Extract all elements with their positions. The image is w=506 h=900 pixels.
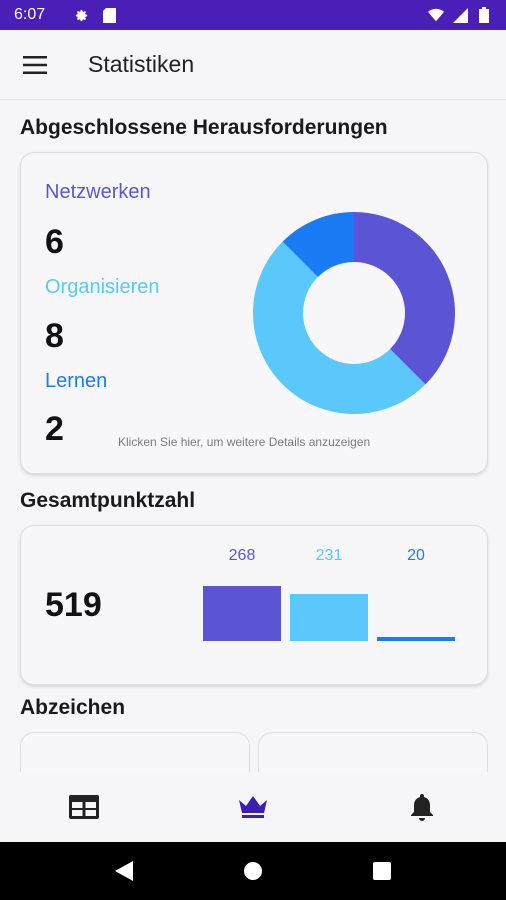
- wifi-icon: [428, 7, 444, 23]
- signal-icon: [452, 7, 468, 23]
- badges-section-title: Abzeichen: [20, 696, 125, 720]
- app-bar: Statistiken: [0, 30, 506, 100]
- total-score: 519: [45, 586, 102, 625]
- category-value-lernen: 2: [45, 410, 64, 449]
- status-time: 6:07: [14, 6, 45, 24]
- score-bar-organisieren: [290, 594, 368, 641]
- content-scroll[interactable]: Abgeschlossene Herausforderungen Netzwer…: [0, 100, 506, 772]
- challenges-donut-chart[interactable]: [252, 211, 456, 415]
- category-label-lernen: Lernen: [45, 370, 107, 393]
- system-navigation-bar: [0, 842, 506, 900]
- challenges-section-title: Abgeschlossene Herausforderungen: [20, 116, 388, 140]
- score-bar-lernen: [377, 637, 455, 641]
- score-bar-value-label: 268: [202, 547, 282, 565]
- status-bar: 6:07: [0, 0, 506, 30]
- table-grid-icon: [69, 795, 99, 819]
- score-bar-value-label: 20: [376, 547, 456, 565]
- back-icon: [115, 861, 133, 881]
- badge-card[interactable]: [258, 732, 488, 772]
- bell-icon: [409, 792, 435, 822]
- category-label-organisieren: Organisieren: [45, 276, 160, 299]
- menu-button[interactable]: [0, 30, 70, 100]
- nav-item-notifications[interactable]: [337, 772, 506, 842]
- donut-slice-netzwerken[interactable]: [354, 212, 455, 384]
- sd-card-icon: [101, 7, 117, 23]
- nav-item-statistics[interactable]: [169, 772, 338, 842]
- badge-card[interactable]: [20, 732, 250, 772]
- page-title: Statistiken: [88, 51, 194, 78]
- recents-button[interactable]: [362, 851, 402, 891]
- category-label-netzwerken: Netzwerken: [45, 181, 151, 204]
- nav-item-overview[interactable]: [0, 772, 169, 842]
- gear-icon: [73, 7, 89, 23]
- hamburger-menu-icon: [23, 56, 47, 74]
- details-hint: Klicken Sie hier, um weitere Details anz…: [118, 435, 370, 449]
- battery-icon: [476, 7, 492, 23]
- score-card: 519 268 231 20: [20, 525, 488, 685]
- crown-icon: [237, 795, 269, 819]
- bottom-navigation: [0, 772, 506, 842]
- back-button[interactable]: [104, 851, 144, 891]
- challenges-card[interactable]: Netzwerken 6 Organisieren 8 Lernen 2 Kli…: [20, 152, 488, 474]
- category-value-organisieren: 8: [45, 317, 64, 356]
- category-value-netzwerken: 6: [45, 223, 64, 262]
- score-section-title: Gesamtpunktzahl: [20, 489, 195, 513]
- home-button[interactable]: [233, 851, 273, 891]
- score-bar-netzwerken: [203, 586, 281, 641]
- recents-icon: [373, 862, 391, 880]
- score-bar-value-label: 231: [289, 547, 369, 565]
- home-icon: [243, 861, 263, 881]
